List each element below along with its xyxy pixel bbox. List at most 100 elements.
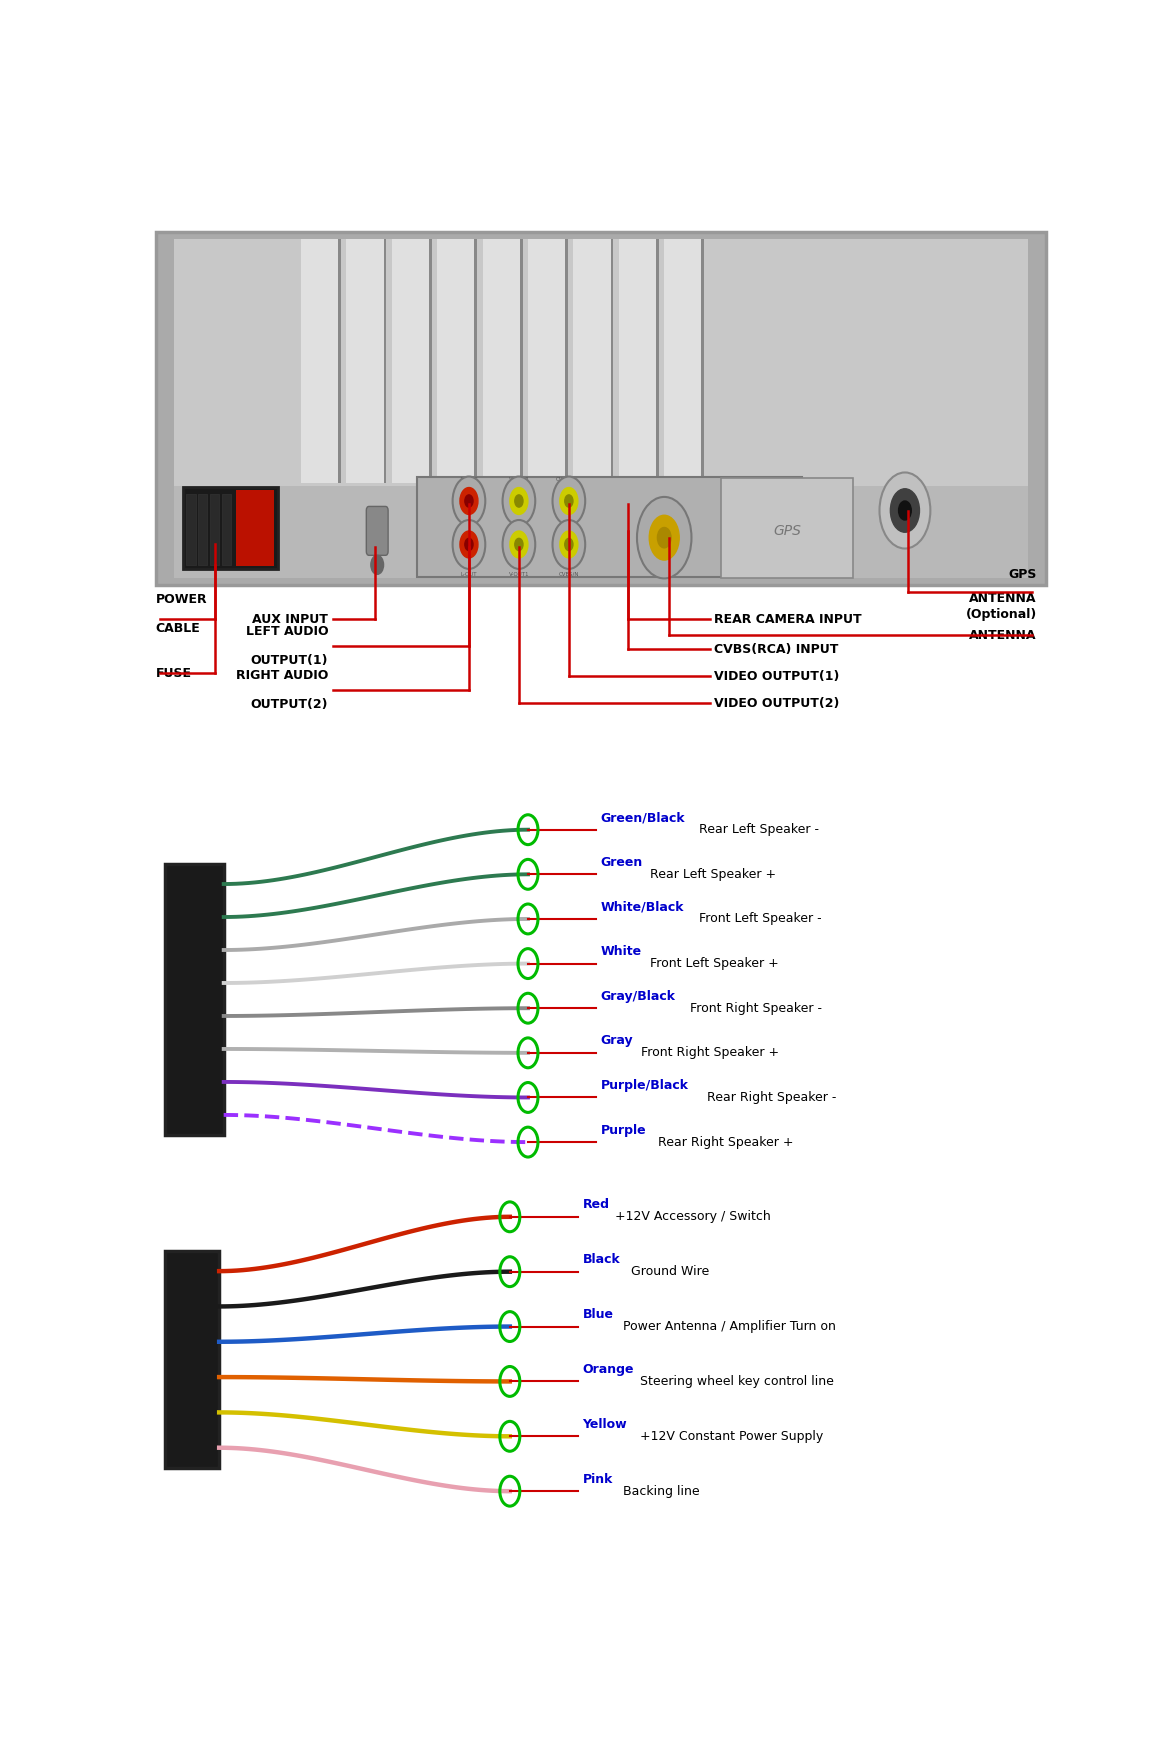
FancyBboxPatch shape <box>198 494 207 564</box>
FancyBboxPatch shape <box>236 490 274 566</box>
Circle shape <box>657 527 672 549</box>
Text: POWER: POWER <box>156 593 207 605</box>
Circle shape <box>560 531 578 557</box>
Text: Front Left Speaker -: Front Left Speaker - <box>690 912 822 926</box>
Text: Pink: Pink <box>582 1473 613 1485</box>
Text: Rear Right Speaker -: Rear Right Speaker - <box>699 1090 836 1104</box>
Circle shape <box>565 538 573 550</box>
Text: CVBS(RCA) INPUT: CVBS(RCA) INPUT <box>714 642 838 656</box>
Circle shape <box>515 538 523 550</box>
Text: V-OUT1: V-OUT1 <box>509 572 529 577</box>
Text: Rear Left Speaker -: Rear Left Speaker - <box>690 824 818 836</box>
Circle shape <box>510 531 527 557</box>
Text: Power Antenna / Amplifier Turn on: Power Antenna / Amplifier Turn on <box>615 1319 836 1334</box>
Text: Front Left Speaker +: Front Left Speaker + <box>641 958 778 970</box>
FancyBboxPatch shape <box>164 864 224 1136</box>
Circle shape <box>465 538 473 550</box>
FancyBboxPatch shape <box>417 476 803 577</box>
FancyBboxPatch shape <box>339 238 341 483</box>
FancyBboxPatch shape <box>183 487 278 570</box>
Text: ANTENNA: ANTENNA <box>969 630 1037 642</box>
Circle shape <box>459 487 478 515</box>
Text: Black: Black <box>582 1252 620 1267</box>
Circle shape <box>510 487 527 515</box>
Text: AUX INPUT: AUX INPUT <box>252 612 328 626</box>
Circle shape <box>503 476 536 526</box>
Text: +12V Constant Power Supply: +12V Constant Power Supply <box>632 1431 823 1443</box>
FancyBboxPatch shape <box>186 494 196 564</box>
Circle shape <box>503 520 536 570</box>
Text: Ground Wire: Ground Wire <box>624 1265 709 1279</box>
Text: Orange: Orange <box>582 1364 634 1376</box>
FancyBboxPatch shape <box>483 238 523 483</box>
FancyBboxPatch shape <box>210 494 219 564</box>
Text: OUTPUT(1): OUTPUT(1) <box>251 654 328 667</box>
FancyBboxPatch shape <box>222 494 231 564</box>
Circle shape <box>452 476 485 526</box>
FancyBboxPatch shape <box>173 238 1028 579</box>
FancyBboxPatch shape <box>301 238 341 483</box>
Text: CABLE: CABLE <box>156 623 200 635</box>
Text: Blue: Blue <box>582 1309 613 1321</box>
FancyBboxPatch shape <box>391 238 431 483</box>
Text: Backing line: Backing line <box>615 1485 700 1498</box>
Text: Gray: Gray <box>600 1034 633 1048</box>
FancyBboxPatch shape <box>383 238 387 483</box>
Text: Green/Black: Green/Black <box>600 811 686 824</box>
Text: L-OUT: L-OUT <box>461 572 477 577</box>
FancyBboxPatch shape <box>347 238 387 483</box>
Circle shape <box>879 473 931 549</box>
Text: REAR CAMERA INPUT: REAR CAMERA INPUT <box>714 612 861 626</box>
Text: Front Right Speaker -: Front Right Speaker - <box>682 1002 823 1014</box>
Text: Red: Red <box>582 1198 609 1212</box>
FancyBboxPatch shape <box>475 238 477 483</box>
Text: FUSE: FUSE <box>156 667 191 679</box>
Text: CVBS/N: CVBS/N <box>556 476 577 482</box>
Text: VIDEO OUTPUT(2): VIDEO OUTPUT(2) <box>714 697 839 709</box>
FancyBboxPatch shape <box>721 478 853 579</box>
Circle shape <box>560 487 578 515</box>
Text: White/Black: White/Black <box>600 901 684 914</box>
Circle shape <box>459 531 478 557</box>
Text: Gray/Black: Gray/Black <box>600 990 675 1002</box>
Text: Rear Left Speaker +: Rear Left Speaker + <box>641 868 776 880</box>
Circle shape <box>649 515 680 561</box>
FancyBboxPatch shape <box>611 238 613 483</box>
Text: V-OUT2: V-OUT2 <box>509 476 529 482</box>
Circle shape <box>891 489 920 533</box>
Text: LEFT AUDIO: LEFT AUDIO <box>246 624 328 639</box>
Text: VIDEO OUTPUT(1): VIDEO OUTPUT(1) <box>714 670 839 683</box>
FancyBboxPatch shape <box>619 238 659 483</box>
Text: (Optional): (Optional) <box>966 609 1037 621</box>
FancyBboxPatch shape <box>429 238 431 483</box>
Text: GPS: GPS <box>1008 568 1037 580</box>
FancyBboxPatch shape <box>573 238 613 483</box>
Circle shape <box>565 496 573 506</box>
FancyBboxPatch shape <box>164 1251 219 1468</box>
FancyBboxPatch shape <box>437 238 477 483</box>
Text: ANT: ANT <box>653 570 667 575</box>
Circle shape <box>452 520 485 570</box>
FancyBboxPatch shape <box>520 238 523 483</box>
Text: Purple: Purple <box>600 1124 646 1136</box>
Circle shape <box>465 496 473 506</box>
Text: Front Right Speaker +: Front Right Speaker + <box>633 1046 779 1060</box>
FancyBboxPatch shape <box>565 238 568 483</box>
FancyBboxPatch shape <box>156 233 1045 586</box>
FancyBboxPatch shape <box>656 238 659 483</box>
Text: R-OUT: R-OUT <box>461 476 477 482</box>
Text: ANTENNA: ANTENNA <box>969 593 1037 605</box>
Text: Purple/Black: Purple/Black <box>600 1080 689 1092</box>
Circle shape <box>515 496 523 506</box>
Circle shape <box>899 501 912 520</box>
Text: Yellow: Yellow <box>582 1418 627 1431</box>
Text: GPS: GPS <box>772 524 800 538</box>
Circle shape <box>552 520 585 570</box>
FancyBboxPatch shape <box>367 506 388 556</box>
Text: White: White <box>600 946 642 958</box>
FancyBboxPatch shape <box>665 238 704 483</box>
Text: CVBS/N: CVBS/N <box>559 572 579 577</box>
Text: Steering wheel key control line: Steering wheel key control line <box>632 1374 833 1388</box>
Text: OUTPUT(2): OUTPUT(2) <box>251 699 328 711</box>
Text: RIGHT AUDIO: RIGHT AUDIO <box>236 669 328 681</box>
